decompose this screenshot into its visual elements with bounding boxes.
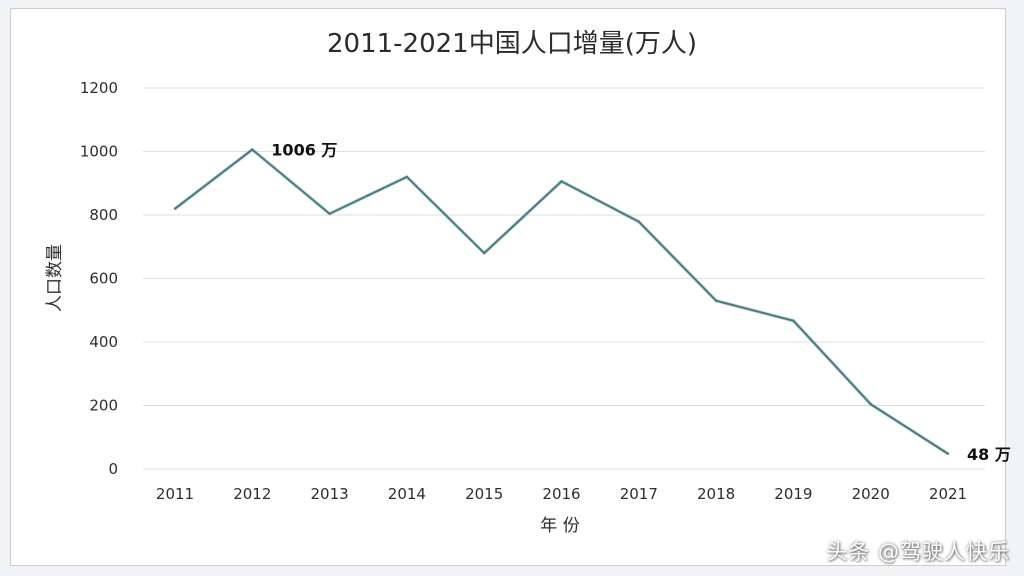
data-label-2012: 1006 万	[271, 141, 337, 160]
y-tick-label: 0	[108, 460, 118, 478]
x-tick-label: 2011	[156, 485, 194, 503]
annotations: 1006 万 48 万	[271, 141, 1011, 464]
y-axis-label: 人口数量	[45, 244, 65, 312]
chart-frame	[10, 8, 1006, 566]
gridlines	[143, 87, 985, 470]
x-tick-label: 2013	[311, 485, 349, 503]
x-tick-label: 2018	[697, 485, 735, 503]
data-point-2020	[869, 403, 872, 406]
series-line-shadow	[173, 147, 949, 456]
data-point-2015	[483, 251, 486, 255]
data-point-2011	[173, 207, 177, 210]
series-group	[173, 147, 950, 456]
y-tick-label: 600	[89, 270, 118, 288]
x-tick-label: 2020	[852, 485, 890, 503]
data-point-2017	[637, 220, 640, 223]
chart-title: 2011-2021中国人口增量(万人)	[327, 29, 697, 59]
data-point-2016	[560, 180, 563, 183]
x-tick-label: 2014	[388, 485, 426, 503]
x-tick-label: 2017	[620, 485, 658, 503]
y-axis-ticks: 0 200 400 600 800 1000 1200	[80, 79, 118, 478]
y-tick-label: 400	[89, 333, 118, 351]
data-point-2021	[946, 452, 950, 455]
y-tick-label: 1000	[80, 143, 118, 161]
data-label-2021: 48 万	[967, 445, 1011, 464]
data-point-2018	[714, 299, 718, 302]
x-tick-label: 2019	[774, 485, 812, 503]
data-point-2014	[405, 175, 409, 179]
x-tick-label: 2016	[542, 485, 580, 503]
y-tick-label: 1200	[80, 79, 118, 97]
y-tick-label: 800	[89, 206, 118, 224]
data-point-2012	[251, 148, 254, 151]
watermark: 头条 @驾驶人快乐	[826, 540, 1010, 564]
series-line	[174, 148, 949, 455]
data-point-2019	[792, 319, 795, 322]
y-tick-label: 200	[89, 397, 118, 415]
x-axis-ticks: 2011 2012 2013 2014 2015 2016 2017 2018 2019 2020…	[156, 485, 967, 503]
x-axis-label: 年 份	[540, 516, 579, 536]
x-tick-label: 2012	[233, 485, 271, 503]
x-tick-label: 2015	[465, 485, 503, 503]
data-point-2013	[328, 212, 331, 215]
x-tick-label: 2021	[929, 485, 967, 503]
